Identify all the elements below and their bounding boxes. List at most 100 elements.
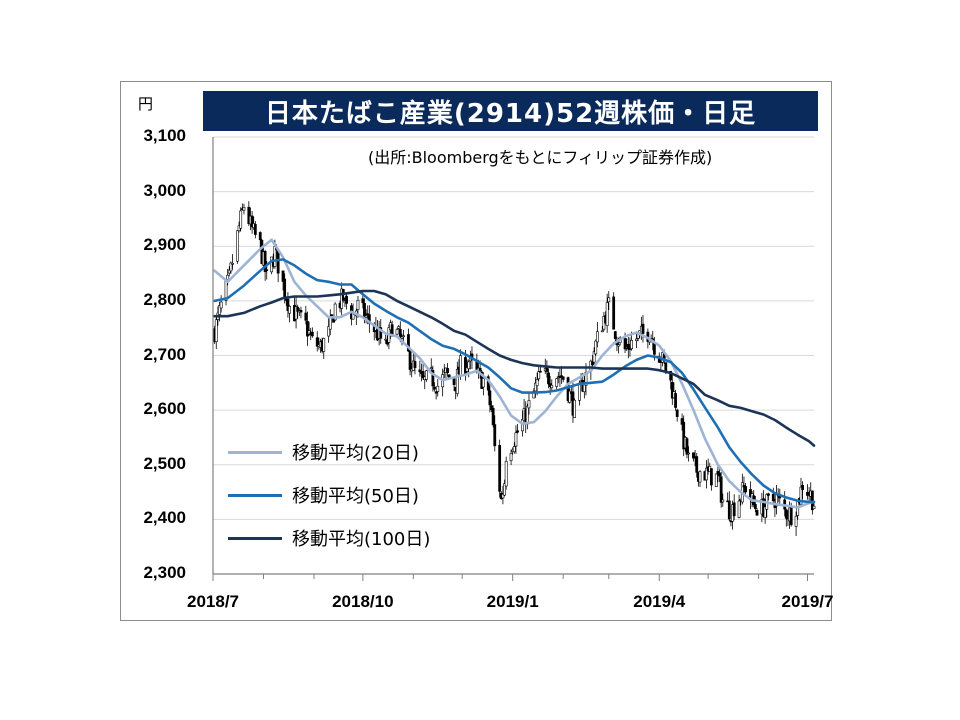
x-tick-label: 2018/7 xyxy=(187,592,239,611)
candlestick xyxy=(753,496,757,513)
legend-swatch xyxy=(228,536,282,540)
candlestick xyxy=(446,363,449,377)
candlestick xyxy=(455,361,459,397)
candlestick xyxy=(294,296,298,329)
x-tick-label: 2019/1 xyxy=(486,592,539,611)
ma-50-line xyxy=(213,258,816,504)
legend-item: 移動平均(100日) xyxy=(228,526,430,550)
candlestick xyxy=(718,467,721,483)
candlestick xyxy=(424,369,428,382)
candlestick xyxy=(436,379,440,397)
y-tick-label: 2,800 xyxy=(143,289,186,309)
candlestick xyxy=(566,376,570,404)
candlestick xyxy=(218,301,221,322)
candlestick xyxy=(732,494,736,521)
candlestick xyxy=(421,362,425,380)
candlestick xyxy=(775,485,778,515)
candlestick xyxy=(504,456,508,490)
candlestick xyxy=(397,324,401,330)
candlestick xyxy=(214,316,218,350)
chart-frame xyxy=(120,81,832,621)
candlestick xyxy=(771,487,775,504)
candlestick xyxy=(794,511,798,537)
candlestick xyxy=(516,424,519,434)
candlestick xyxy=(594,339,598,356)
candlestick xyxy=(682,415,686,457)
candlestick xyxy=(568,388,572,404)
legend-swatch xyxy=(228,450,282,454)
candlestick xyxy=(806,484,809,500)
candlestick xyxy=(737,494,741,519)
candlestick xyxy=(550,379,554,392)
candlestick xyxy=(527,392,531,415)
candlestick xyxy=(288,305,291,323)
candlestick xyxy=(236,230,239,264)
legend-label: 移動平均(20日) xyxy=(292,443,419,464)
candlestick xyxy=(727,491,731,522)
axes xyxy=(212,137,814,581)
candlestick xyxy=(434,390,438,400)
candlestick xyxy=(286,292,290,318)
candlestick xyxy=(433,382,436,392)
candlestick xyxy=(592,347,596,368)
candlestick xyxy=(801,481,804,500)
candlestick xyxy=(431,365,435,392)
candlestick xyxy=(512,442,516,454)
candlestick xyxy=(698,470,702,487)
candlestick xyxy=(612,292,616,330)
candlestick xyxy=(296,304,300,319)
candlestick xyxy=(395,327,399,337)
y-unit-label: 円 xyxy=(138,95,154,113)
source-note: (出所:Bloombergをもとにフィリップ証券作成) xyxy=(368,148,713,167)
candlestick xyxy=(635,331,638,349)
candlestick xyxy=(490,400,493,413)
y-tick-label: 3,000 xyxy=(143,180,186,200)
candlestick xyxy=(304,305,308,325)
candlestick xyxy=(721,493,725,507)
candlestick xyxy=(250,211,254,234)
candlestick xyxy=(561,376,565,383)
candlestick xyxy=(310,327,314,338)
candlestick xyxy=(345,294,348,310)
y-tick-label: 2,900 xyxy=(143,235,186,255)
candlestick xyxy=(538,366,542,373)
candlestick xyxy=(276,249,280,283)
candlestick xyxy=(705,460,708,489)
candlestick xyxy=(503,479,506,497)
candlestick xyxy=(367,305,371,333)
legend-item: 移動平均(20日) xyxy=(228,440,419,464)
candlestick xyxy=(488,385,492,413)
candlestick xyxy=(491,405,495,428)
y-tick-label: 3,100 xyxy=(143,126,186,145)
legend-swatch xyxy=(228,493,282,497)
candlestick xyxy=(413,353,417,375)
candlesticks xyxy=(213,201,816,537)
candlestick xyxy=(465,359,469,375)
candlestick xyxy=(784,508,788,527)
candlestick xyxy=(299,306,303,319)
y-tick-label: 2,400 xyxy=(143,508,186,528)
candlestick xyxy=(605,293,609,333)
candlestick xyxy=(322,337,326,360)
candlestick xyxy=(537,366,541,381)
x-tick-label: 2019/4 xyxy=(633,592,686,611)
candlestick xyxy=(726,492,730,503)
candlestick xyxy=(493,415,497,452)
candlestick xyxy=(229,261,233,274)
candlestick xyxy=(555,377,559,391)
candlestick xyxy=(670,375,674,405)
x-tick-label: 2019/7 xyxy=(781,592,834,611)
candlestick xyxy=(534,377,537,398)
candlestick xyxy=(600,325,604,333)
candlestick xyxy=(692,452,695,462)
candlestick xyxy=(514,425,518,454)
candlestick xyxy=(327,317,331,343)
candlestick xyxy=(607,291,611,311)
x-tick-label: 2018/10 xyxy=(332,592,394,611)
candlestick xyxy=(509,449,513,466)
candlestick xyxy=(755,508,759,516)
candlestick xyxy=(547,368,550,389)
candlestick xyxy=(441,368,445,397)
y-tick-label: 2,600 xyxy=(143,399,186,419)
candlestick xyxy=(719,472,723,508)
